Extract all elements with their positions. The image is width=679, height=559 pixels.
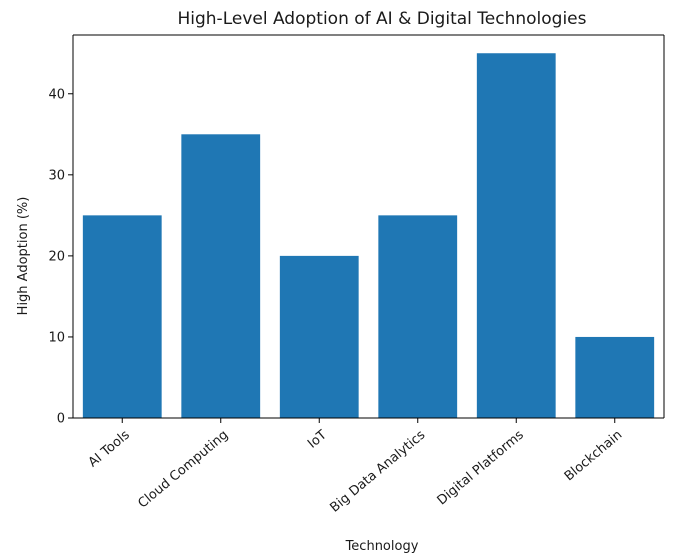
bars-group xyxy=(82,53,655,418)
y-tick-label: 0 xyxy=(57,412,65,427)
bar-blockchain xyxy=(575,336,655,418)
x-axis-label: Technology xyxy=(345,539,419,554)
y-axis-ticks: 0 10 20 30 40 xyxy=(48,87,73,427)
x-tick-label: Blockchain xyxy=(562,428,626,485)
bar-cloud-computing xyxy=(181,134,261,418)
bar-digital-platforms xyxy=(476,53,556,418)
bar-iot xyxy=(279,255,359,418)
bar-ai-tools xyxy=(82,215,162,418)
y-tick-label: 30 xyxy=(48,168,65,183)
chart-title: High-Level Adoption of AI & Digital Tech… xyxy=(177,9,586,29)
bar-big-data-analytics xyxy=(378,215,458,418)
x-tick-label: Cloud Computing xyxy=(135,428,231,512)
y-tick-label: 20 xyxy=(48,249,65,264)
x-tick-label: AI Tools xyxy=(86,427,133,470)
y-axis-label: High Adoption (%) xyxy=(16,197,31,316)
x-tick-label: Digital Platforms xyxy=(435,427,527,508)
x-tick-label: IoT xyxy=(305,428,330,452)
y-tick-label: 40 xyxy=(48,87,65,102)
x-tick-label: Big Data Analytics xyxy=(327,427,428,515)
y-tick-label: 10 xyxy=(48,330,65,345)
